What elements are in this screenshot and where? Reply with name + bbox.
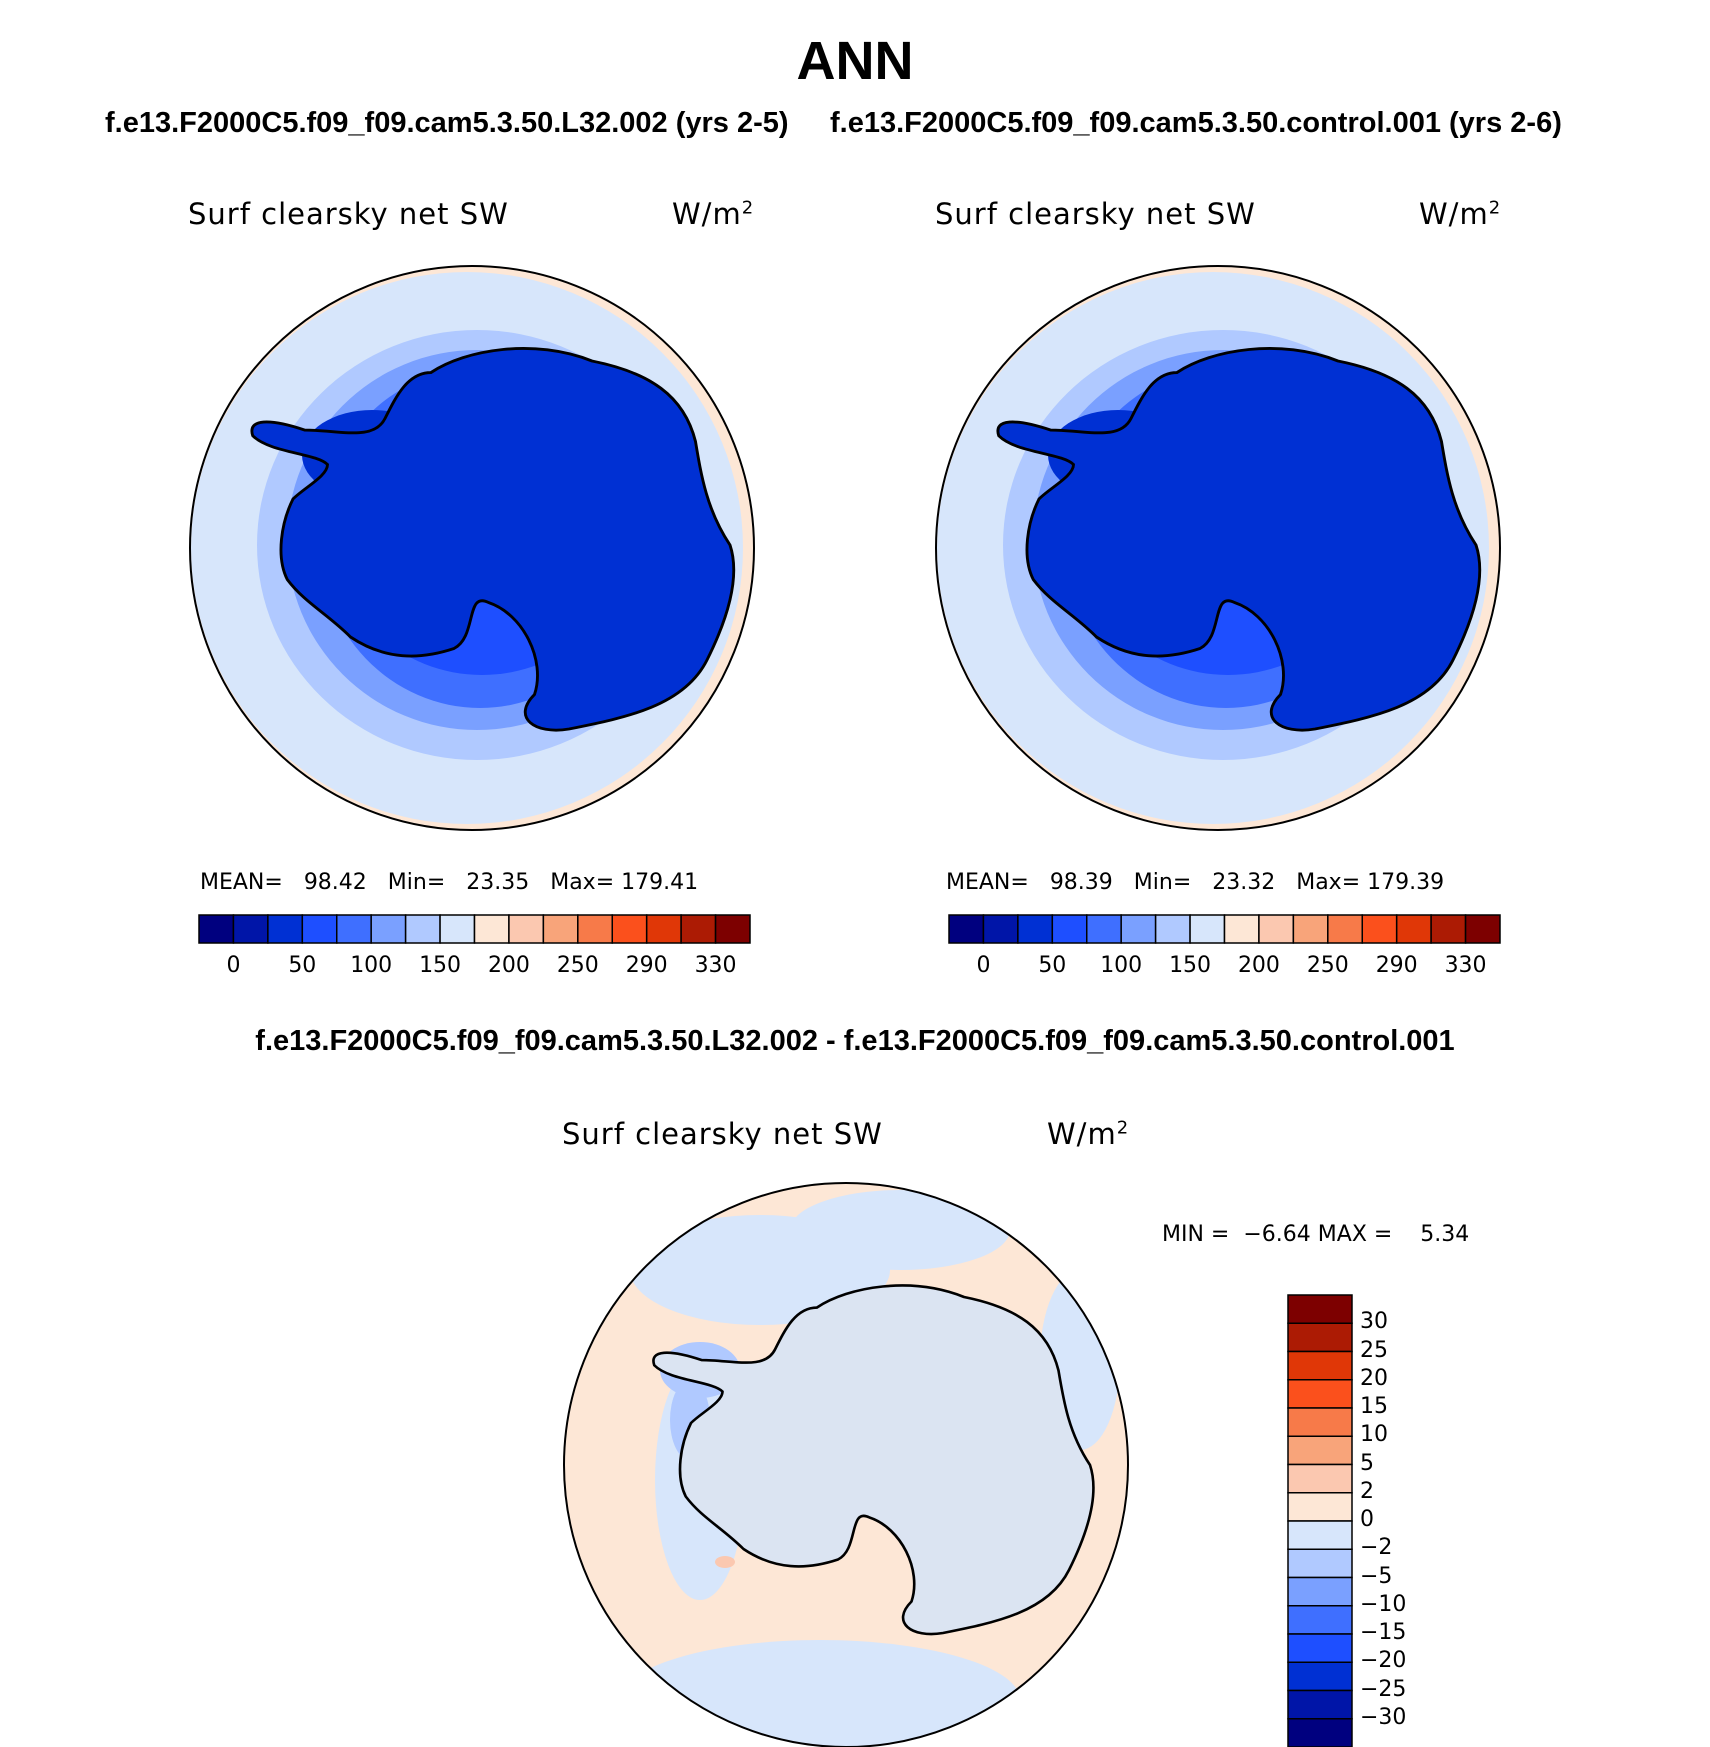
colorbar-tick-label: −15 [1360,1620,1407,1645]
colorbar-tick-label: 200 [1237,953,1280,978]
colorbar-swatch [1287,1435,1353,1466]
colorbar-left [198,914,751,944]
colorbar-swatch [611,914,648,944]
colorbar-tick-label: 150 [419,953,462,978]
colorbar-swatch [336,914,372,944]
colorbar-tick-label: −20 [1360,1648,1407,1674]
colorbar-swatch [1287,1520,1353,1550]
colorbar-swatch [267,914,304,944]
colorbar-swatch [577,914,613,944]
colorbar-difference [1287,1294,1353,1747]
stats-right: MEAN= 98.39 Min= 23.32 Max= 179.39 [946,870,1445,895]
colorbar-swatch [439,914,476,944]
colorbar-swatch [473,914,510,944]
colorbar-swatch [1287,1379,1353,1409]
colorbar-swatch [404,914,441,944]
colorbar-tick-label: 100 [350,953,393,978]
colorbar-swatch [948,914,985,944]
units-label-difference: W/m2 [1047,1117,1130,1151]
colorbar-swatch [542,914,579,944]
colorbar-tick-label: 250 [556,953,599,978]
colorbar-swatch [1287,1689,1353,1720]
colorbar-swatch [1189,914,1226,944]
colorbar-swatch [1258,914,1295,944]
colorbar-swatch [232,914,269,944]
colorbar-swatch [1287,1492,1353,1522]
colorbar-tick-label: 0 [226,953,241,978]
colorbar-swatch [1287,1350,1353,1381]
colorbar-swatch [714,914,751,944]
page-title: ANN [796,31,914,91]
colorbar-tick-label: 2 [1360,1478,1374,1504]
colorbar-swatch [1287,1463,1353,1494]
colorbar-right [948,914,1501,944]
colorbar-swatch [1223,914,1260,944]
variable-label-difference: Surf clearsky net SW [562,1117,883,1151]
colorbar-tick-label: 100 [1100,953,1143,978]
stats-difference: MIN = −6.64 MAX = 5.34 [1162,1222,1470,1247]
colorbar-tick-label: 15 [1360,1394,1388,1419]
colorbar-swatch [1287,1605,1353,1635]
colorbar-tick-label: 25 [1360,1337,1388,1363]
colorbar-swatch [1361,914,1398,944]
colorbar-swatch [370,914,407,944]
colorbar-tick-label: 150 [1169,953,1212,978]
stats-left: MEAN= 98.42 Min= 23.35 Max= 179.41 [200,870,699,895]
case-title-right: f.e13.F2000C5.f09_f09.cam5.3.50.control.… [830,107,1562,139]
map-left [189,265,755,831]
colorbar-tick-label: 290 [1375,953,1418,978]
colorbar-tick-label: −10 [1360,1591,1407,1617]
colorbar-swatch [1154,914,1191,944]
colorbar-swatch [1287,1661,1353,1692]
colorbar-swatch [1287,1322,1353,1353]
colorbar-swatch [198,914,235,944]
colorbar-swatch [1086,914,1122,944]
colorbar-swatch [680,914,717,944]
colorbar-tick-label: 50 [288,953,317,978]
colorbar-tick-label: 330 [1444,953,1487,978]
colorbar-tick-label: 50 [1038,953,1067,978]
colorbar-swatch [1120,914,1157,944]
colorbar-tick-label: −5 [1360,1563,1393,1589]
colorbar-tick-label: 20 [1360,1365,1388,1391]
colorbar-tick-label: 0 [976,953,991,978]
map-right [935,265,1501,831]
colorbar-swatch [1327,914,1363,944]
colorbar-swatch [645,914,682,944]
colorbar-swatch [1395,914,1432,944]
colorbar-swatch [1287,1718,1353,1747]
colorbar-tick-label: −30 [1360,1704,1407,1730]
colorbar-swatch [1287,1576,1353,1607]
variable-label-right: Surf clearsky net SW [935,197,1256,231]
colorbar-swatch [1430,914,1467,944]
colorbar-swatch [1287,1407,1353,1437]
colorbar-tick-label: 200 [487,953,530,978]
colorbar-swatch [508,914,545,944]
colorbar-tick-label: 10 [1360,1422,1388,1448]
colorbar-swatch [1051,914,1088,944]
colorbar-swatch [1464,914,1501,944]
colorbar-swatch [1287,1633,1353,1663]
colorbar-swatch [301,914,338,944]
colorbar-tick-label: 330 [694,953,737,978]
colorbar-swatch [1287,1548,1353,1579]
colorbar-tick-label: −2 [1360,1535,1393,1561]
difference-title: f.e13.F2000C5.f09_f09.cam5.3.50.L32.002 … [255,1025,1455,1057]
colorbar-tick-label: −25 [1360,1676,1407,1702]
colorbar-tick-label: 290 [625,953,668,978]
colorbar-swatch [982,914,1019,944]
units-label-right: W/m2 [1419,197,1502,231]
colorbar-swatch [1292,914,1329,944]
units-label-left: W/m2 [672,197,755,231]
colorbar-tick-label: 30 [1360,1309,1388,1335]
colorbar-tick-label: 250 [1306,953,1349,978]
variable-label-left: Surf clearsky net SW [188,197,509,231]
colorbar-tick-label: 5 [1360,1450,1374,1476]
map-difference [563,1182,1129,1747]
colorbar-swatch [1017,914,1054,944]
colorbar-swatch [1287,1294,1353,1324]
colorbar-tick-label: 0 [1360,1507,1374,1532]
case-title-left: f.e13.F2000C5.f09_f09.cam5.3.50.L32.002 … [105,107,789,139]
